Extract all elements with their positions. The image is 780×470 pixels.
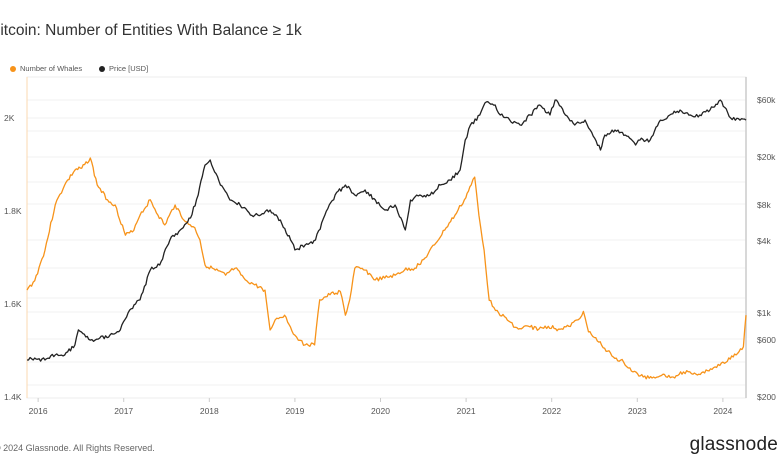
y-left-tick-label: 2K — [4, 113, 15, 123]
y-right-tick-label: $600 — [757, 335, 776, 345]
x-tick-label: 2018 — [200, 406, 219, 416]
x-tick-label: 2024 — [713, 406, 732, 416]
price-legend-dot-icon — [99, 65, 105, 72]
x-tick-label: 2023 — [628, 406, 647, 416]
x-tick-label: 2020 — [371, 406, 390, 416]
x-tick-label: 2016 — [29, 406, 48, 416]
y-right-tick-label: $60k — [757, 95, 776, 105]
y-left-tick-label: 1.8K — [4, 206, 22, 216]
chart-title: Bitcoin: Number of Entities With Balance… — [0, 22, 302, 39]
x-tick-label: 2017 — [114, 406, 133, 416]
x-tick-label: 2022 — [542, 406, 561, 416]
x-tick-label: 2021 — [457, 406, 476, 416]
legend-label: Number of Whales — [20, 64, 83, 73]
legend-item-whales[interactable]: Number of Whales — [10, 64, 82, 73]
whales-series-line — [26, 157, 747, 380]
copyright: © 2024 Glassnode. All Rights Reserved. — [0, 443, 155, 453]
y-right-tick-label: $20k — [757, 152, 776, 162]
y-right-tick-label: $200 — [757, 392, 776, 402]
x-tick-label: 2019 — [285, 406, 304, 416]
y-right-tick-label: $8k — [757, 200, 771, 210]
legend-item-price[interactable]: Price [USD] — [99, 64, 148, 73]
y-left-tick-label: 1.4K — [4, 392, 22, 402]
price-series-line — [27, 99, 747, 362]
glassnode-logo: glassnode — [689, 434, 778, 455]
y-left-tick-label: 1.6K — [4, 299, 22, 309]
legend-label: Price [USD] — [109, 64, 149, 73]
plot-frame — [26, 76, 747, 399]
y-right-tick-label: $1k — [757, 308, 771, 318]
whales-legend-dot-icon — [10, 65, 16, 72]
y-right-tick-label: $4k — [757, 236, 771, 246]
